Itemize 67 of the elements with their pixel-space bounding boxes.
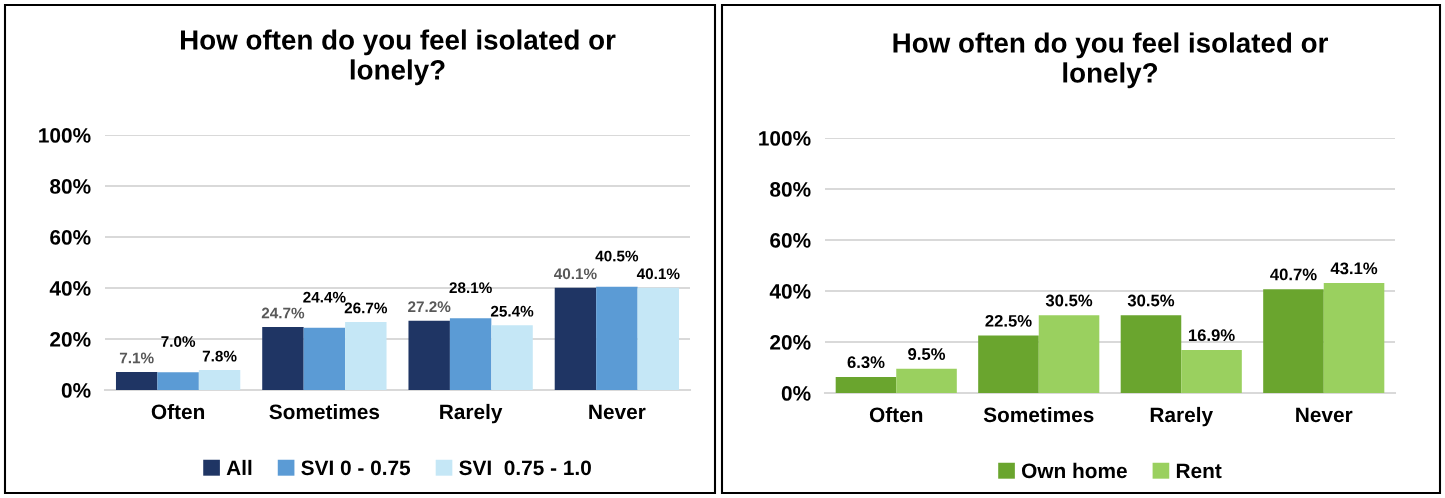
x-tick-label: Never xyxy=(589,404,646,420)
legend-label: All xyxy=(226,459,252,475)
y-tick-label: 40% xyxy=(49,281,91,296)
data-label: 24.4% xyxy=(303,291,346,303)
y-tick-label: 20% xyxy=(770,335,811,350)
data-label: 7.1% xyxy=(119,352,154,364)
bar xyxy=(262,327,304,390)
data-label: 40.1% xyxy=(636,268,680,280)
bar xyxy=(491,325,533,390)
data-label: 30.5% xyxy=(1127,294,1175,307)
chart-title: How often do you feel isolated or lonely? xyxy=(181,29,616,86)
y-tick-label: 20% xyxy=(50,332,91,347)
data-label: 40.1% xyxy=(554,268,597,280)
chart-title: How often do you feel isolated or lonely? xyxy=(893,32,1328,89)
x-tick-label: Sometimes xyxy=(269,403,380,420)
y-tick-label: 0% xyxy=(61,383,91,398)
bar xyxy=(1120,315,1182,393)
bar xyxy=(115,371,158,390)
data-label: 7.0% xyxy=(161,336,196,347)
bar xyxy=(408,320,450,390)
data-label: 40.7% xyxy=(1270,268,1317,281)
data-label: 6.3% xyxy=(847,356,885,369)
y-tick-label: 60% xyxy=(50,230,91,245)
legend-label: Own home xyxy=(1021,462,1127,479)
y-tick-label: 40% xyxy=(769,284,811,299)
data-label: 16.9% xyxy=(1188,329,1235,342)
x-tick-label: Sometimes xyxy=(983,406,1094,423)
legend-label: Rent xyxy=(1176,463,1222,479)
bar xyxy=(835,376,897,393)
y-tick-label: 80% xyxy=(770,182,811,197)
legend-label: SVI 0 - 0.75 xyxy=(301,460,411,476)
x-tick-label: Often xyxy=(151,403,205,420)
x-tick-label: Never xyxy=(1296,407,1353,423)
legend-label: SVI 0.75 - 1.0 xyxy=(459,460,591,476)
data-label: 30.5% xyxy=(1045,294,1093,307)
y-tick-label: 100% xyxy=(39,128,91,143)
y-tick-label: 80% xyxy=(50,179,91,194)
bar xyxy=(596,286,638,390)
data-label: 27.2% xyxy=(408,301,451,313)
data-label: 26.7% xyxy=(344,302,388,314)
data-label: 9.5% xyxy=(908,348,946,360)
data-label: 40.5% xyxy=(595,250,639,262)
bar xyxy=(1263,289,1324,393)
x-tick-label: Rarely xyxy=(440,403,503,424)
x-tick-label: Rarely xyxy=(1150,406,1213,427)
bar xyxy=(198,370,241,390)
y-tick-label: 0% xyxy=(781,386,811,401)
bar xyxy=(1038,315,1100,393)
bar xyxy=(345,321,387,390)
bar xyxy=(896,368,957,393)
bar xyxy=(637,287,680,390)
data-label: 25.4% xyxy=(490,305,534,317)
data-label: 24.7% xyxy=(261,307,305,319)
data-label: 28.1% xyxy=(449,282,492,294)
y-tick-label: 100% xyxy=(759,131,811,146)
bar xyxy=(303,327,346,390)
bar xyxy=(554,287,597,390)
bar xyxy=(1181,349,1242,393)
bar xyxy=(978,335,1039,393)
bar xyxy=(157,372,199,390)
data-label: 22.5% xyxy=(985,314,1032,327)
y-tick-label: 60% xyxy=(770,233,811,248)
data-label: 43.1% xyxy=(1330,262,1378,275)
bar xyxy=(1323,283,1385,393)
data-label: 7.8% xyxy=(202,350,237,362)
x-tick-label: Often xyxy=(869,406,923,423)
bar xyxy=(449,318,492,390)
